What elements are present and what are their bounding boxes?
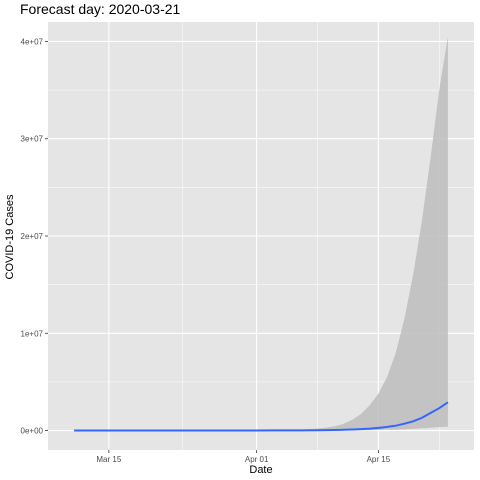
x-tick-label: Apr 15 [367, 455, 391, 464]
x-axis-title: Date [249, 464, 272, 476]
y-axis-title: COVID-19 Cases [4, 194, 16, 279]
y-tick-label: 4e+07 [21, 37, 44, 46]
y-axis: 0e+00 1e+07 2e+07 3e+07 4e+07 [21, 37, 48, 436]
x-tick-label: Apr 01 [245, 455, 269, 464]
forecast-line [74, 401, 449, 432]
y-tick-label: 0e+00 [21, 427, 44, 436]
y-tick-label: 3e+07 [21, 135, 44, 144]
confidence-ribbon [74, 36, 448, 431]
y-tick-label: 2e+07 [21, 232, 44, 241]
x-axis: Mar 15 Apr 01 Apr 15 [96, 450, 391, 464]
y-tick-label: 1e+07 [21, 329, 44, 338]
x-tick-label: Mar 15 [96, 455, 121, 464]
chart-title: Forecast day: 2020-03-21 [20, 1, 181, 17]
